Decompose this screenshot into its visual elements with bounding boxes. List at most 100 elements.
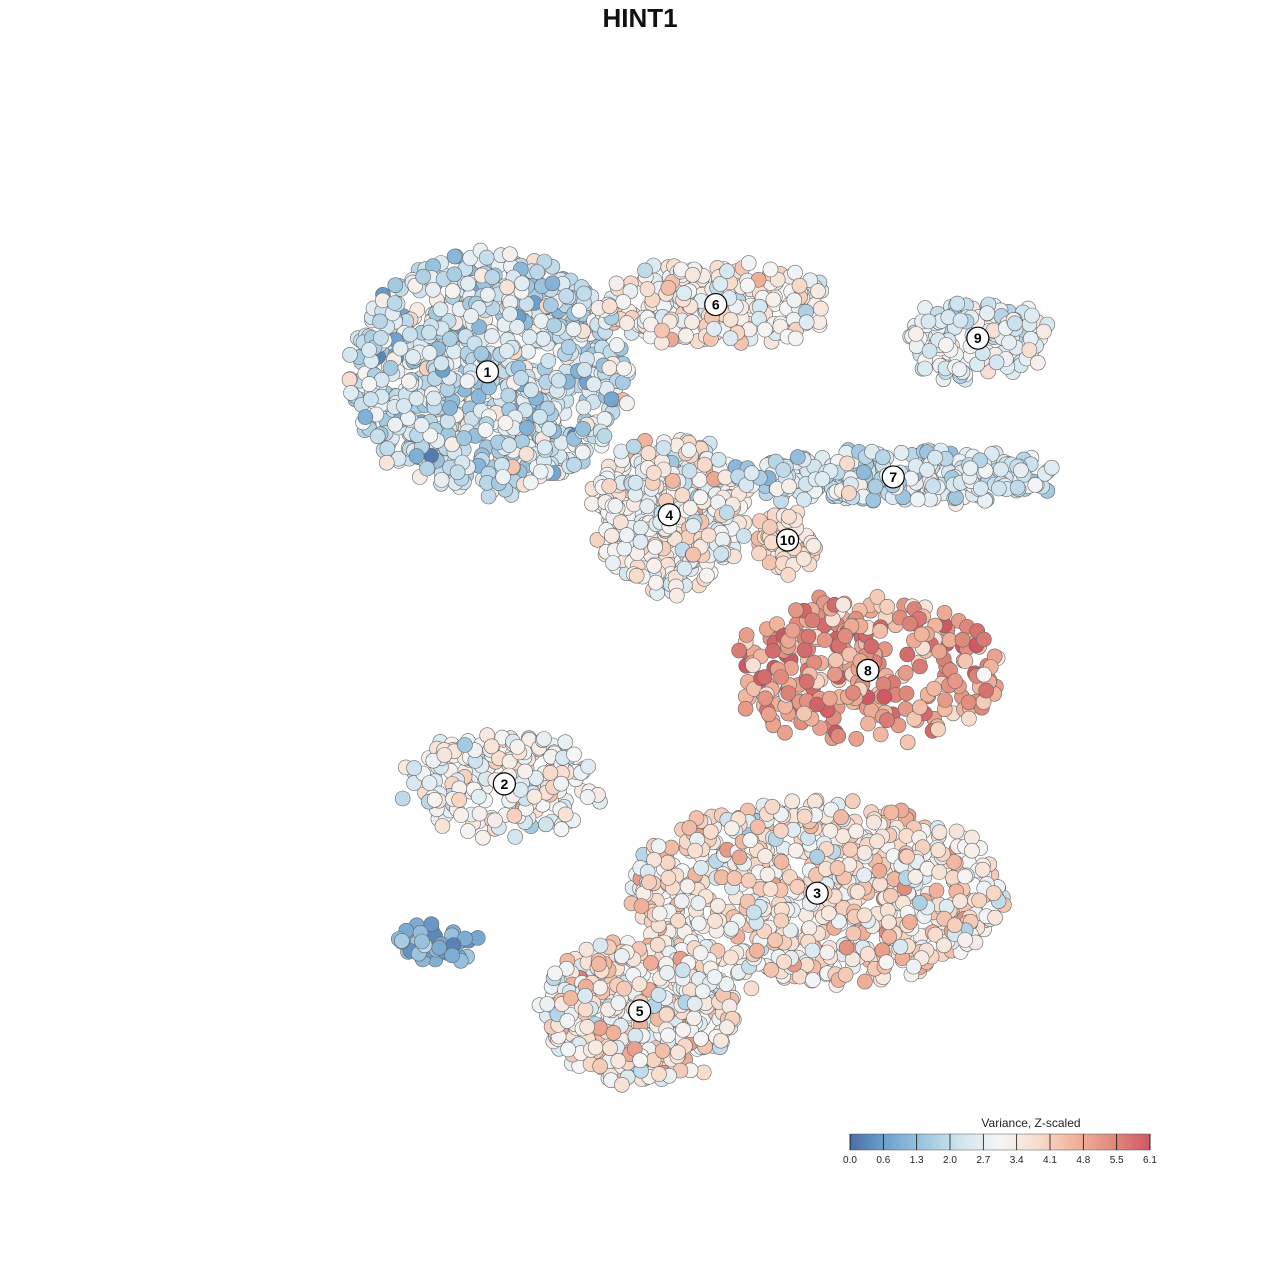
- cell-point-cluster-6: [722, 330, 739, 347]
- cell-point-cluster-8: [737, 700, 754, 717]
- cell-point-cluster-10: [805, 537, 822, 554]
- legend-tick-label: 2.7: [976, 1155, 990, 1166]
- cell-point-cluster-8: [816, 632, 833, 648]
- cell-point-cluster-8: [872, 726, 889, 743]
- cell-point-cluster-1: [532, 463, 549, 480]
- cell-point-cluster-9: [1024, 307, 1040, 324]
- cell-point-cluster-7: [865, 492, 882, 508]
- cell-point-cluster-5: [675, 1022, 691, 1038]
- cell-point-cluster-6: [740, 255, 757, 271]
- cell-point-cluster-7: [874, 449, 891, 466]
- cell-point-cluster-3: [880, 914, 897, 931]
- cell-point-cluster-4: [616, 540, 633, 557]
- cluster-label-text: 3: [813, 885, 821, 901]
- cell-point-cluster-6: [660, 279, 677, 296]
- cell-point-cluster-2: [436, 747, 453, 763]
- cell-point-cluster-3: [892, 938, 909, 955]
- cell-point-cluster-3: [844, 793, 861, 810]
- cluster-label-text: 9: [974, 330, 982, 346]
- cell-point-cluster-2: [483, 738, 500, 755]
- cell-point-cluster-7: [841, 485, 857, 501]
- cluster-label-text: 8: [864, 662, 872, 678]
- cluster-label-text: 6: [712, 297, 720, 313]
- cell-point-cluster-5: [592, 979, 609, 996]
- cell-point-cluster-3: [804, 942, 821, 959]
- cell-point-cluster-8: [835, 596, 852, 613]
- cell-point-cluster-8: [756, 669, 773, 685]
- cell-point-cluster-8: [821, 690, 838, 707]
- cell-point-cluster-3: [931, 824, 948, 841]
- cell-point-cluster-5: [660, 1027, 676, 1044]
- cell-point-cluster-3: [805, 972, 821, 988]
- cell-point-cluster-3: [931, 864, 948, 880]
- cell-point-cluster-8: [961, 710, 977, 727]
- legend-tick-label: 6.1: [1143, 1155, 1157, 1166]
- cell-point-cluster-3: [930, 842, 947, 858]
- cell-point-cluster-5: [610, 995, 627, 1011]
- cell-point-cluster-5: [602, 1040, 618, 1056]
- cell-point-cluster-5: [616, 980, 632, 997]
- cell-point-cluster-1: [396, 398, 412, 414]
- cell-point-cluster-8: [976, 631, 992, 648]
- cell-point-cluster-4: [603, 527, 620, 544]
- cell-point-cluster-1: [426, 390, 442, 407]
- cell-point-cluster-1: [509, 318, 525, 335]
- cell-point-cluster-5: [592, 937, 609, 954]
- cell-point-cluster-6: [722, 311, 739, 328]
- cell-point-cluster-5: [614, 948, 630, 964]
- cell-point-cluster-10: [780, 567, 797, 583]
- cell-point-cluster-3: [776, 953, 792, 970]
- cell-point-cluster-1: [565, 321, 582, 338]
- cell-point-cluster-8: [912, 699, 928, 716]
- cell-point-cluster-4: [645, 465, 662, 481]
- cluster-label-10: 10: [775, 528, 800, 552]
- cell-point-cluster-1: [529, 264, 546, 280]
- cell-point-cluster-3: [907, 869, 924, 885]
- cell-point-cluster-1: [546, 317, 563, 334]
- cell-point-cluster-6: [676, 285, 693, 302]
- cluster-label-9: 9: [966, 326, 990, 350]
- cell-point-cluster-7: [993, 461, 1009, 478]
- cell-point-cluster-5: [562, 990, 579, 1006]
- cell-point-cluster-1: [362, 391, 379, 408]
- cell-point-cluster-4: [685, 546, 701, 563]
- cell-point-cluster-4: [640, 445, 657, 462]
- cell-point-cluster-3: [707, 913, 723, 929]
- scatter-points: [341, 242, 1060, 1093]
- cell-point-cluster-1: [442, 331, 458, 347]
- cell-point-cluster-8: [863, 638, 880, 655]
- cell-point-cluster-3: [848, 823, 865, 840]
- cell-point-cluster-1: [433, 472, 450, 488]
- cell-point-cluster-9: [1036, 323, 1052, 340]
- cell-point-cluster-5: [654, 1043, 671, 1059]
- legend-color-bar: [849, 1133, 1151, 1151]
- cell-point-cluster-7: [972, 480, 989, 497]
- cell-point-cluster-1: [535, 330, 551, 347]
- cell-point-cluster-4: [681, 463, 698, 479]
- cell-point-cluster-2: [421, 775, 438, 791]
- cell-point-cluster-1: [544, 275, 561, 292]
- legend-tick-label: 0.0: [843, 1155, 857, 1166]
- color-legend: Variance, Z-scaled 0.0 0.6 1.3 2.0 2.7 3.4 4.1…: [843, 1116, 1157, 1166]
- cell-point-cluster-1: [497, 415, 514, 431]
- cell-point-cluster-3: [773, 853, 790, 870]
- cell-point-cluster-5: [577, 1001, 594, 1018]
- cell-point-cluster-2: [460, 823, 476, 839]
- cell-point-cluster-2: [453, 807, 469, 823]
- cell-point-cluster-5: [674, 962, 691, 979]
- cell-point-cluster-1: [341, 371, 358, 388]
- legend-tick-label: 4.1: [1043, 1155, 1057, 1166]
- cell-point-cluster-1: [357, 409, 374, 425]
- cell-point-cluster-3: [985, 885, 1002, 901]
- cell-point-cluster-3: [801, 920, 818, 937]
- cell-point-cluster-5: [547, 965, 563, 982]
- cell-point-cluster-4: [674, 487, 691, 504]
- cell-point-cluster-1: [609, 337, 625, 353]
- cell-point-cluster-1: [471, 319, 488, 335]
- cell-point-cluster-1: [519, 419, 535, 436]
- cell-point-cluster-3: [763, 961, 780, 978]
- cell-point-cluster-4: [646, 557, 662, 574]
- cell-point-cluster-3: [845, 925, 862, 942]
- cell-point-cluster-10: [795, 551, 812, 567]
- cell-point-cluster-3: [842, 841, 859, 858]
